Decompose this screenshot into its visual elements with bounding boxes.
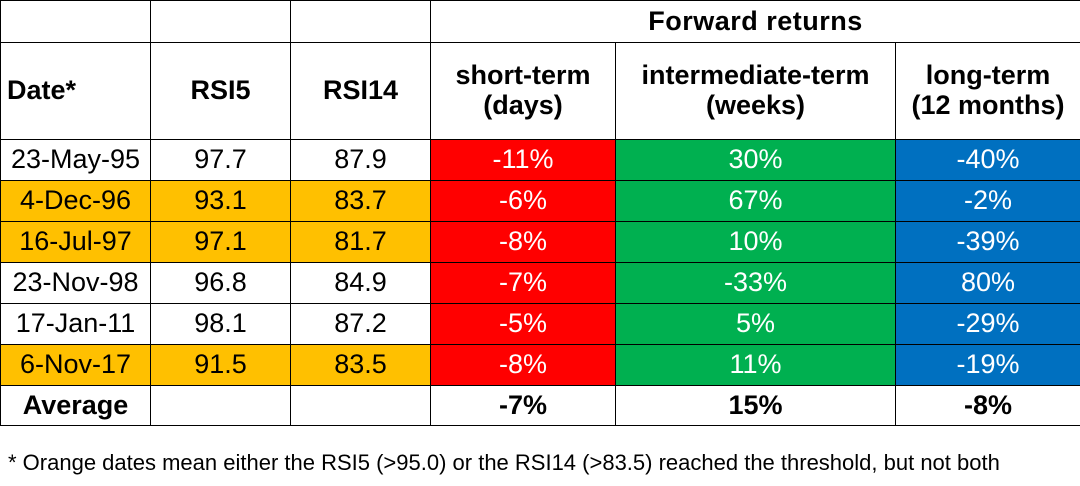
footnote: * Orange dates mean either the RSI5 (>95… xyxy=(8,450,1000,475)
average-row: Average -7% 15% -8% xyxy=(0,385,1080,426)
short-term-cell: -6% xyxy=(430,180,616,222)
long-term-header-line2: (12 months) xyxy=(911,90,1065,120)
intermediate-term-header-line2: (weeks) xyxy=(705,90,806,120)
short-term-header: short-term (days) xyxy=(430,42,616,140)
rsi14-cell: 83.5 xyxy=(290,344,431,386)
date-cell: 4-Dec-96 xyxy=(0,180,151,222)
rsi14-cell: 83.7 xyxy=(290,180,431,222)
short-term-cell: -8% xyxy=(430,221,616,263)
intermediate-term-cell: -33% xyxy=(615,262,896,304)
rsi14-cell: 87.9 xyxy=(290,139,431,181)
rsi14-cell: 81.7 xyxy=(290,221,431,263)
average-short-term: -7% xyxy=(430,385,616,426)
rsi14-header: RSI14 xyxy=(290,42,431,140)
date-cell: 17-Jan-11 xyxy=(0,303,151,345)
average-intermediate-term: 15% xyxy=(615,385,896,426)
rsi5-header: RSI5 xyxy=(150,42,291,140)
blank-cell xyxy=(290,385,431,426)
short-term-cell: -8% xyxy=(430,344,616,386)
column-header-row: Date* RSI5 RSI14 short-term (days) inter… xyxy=(0,42,1080,140)
long-term-cell: 80% xyxy=(894,262,1080,304)
blank-cell xyxy=(150,0,291,43)
average-long-term: -8% xyxy=(894,385,1080,426)
rsi5-cell: 93.1 xyxy=(150,180,291,222)
intermediate-term-header: intermediate-term (weeks) xyxy=(615,42,896,140)
long-term-cell: -19% xyxy=(894,344,1080,386)
forward-returns-table: Forward returns Date* RSI5 RSI14 short-t… xyxy=(0,0,1080,426)
short-term-header-line1: short-term xyxy=(455,60,591,91)
date-header: Date* xyxy=(0,42,151,140)
forward-returns-header: Forward returns xyxy=(429,0,1080,43)
date-cell: 6-Nov-17 xyxy=(0,344,151,386)
rsi14-cell: 87.2 xyxy=(290,303,431,345)
intermediate-term-header-line1: intermediate-term xyxy=(641,60,870,91)
short-term-cell: -7% xyxy=(430,262,616,304)
intermediate-term-cell: 5% xyxy=(615,303,896,345)
rsi14-cell: 84.9 xyxy=(290,262,431,304)
long-term-cell: -39% xyxy=(894,221,1080,263)
rsi5-cell: 91.5 xyxy=(150,344,291,386)
short-term-header-line2: (days) xyxy=(483,90,563,120)
intermediate-term-cell: 11% xyxy=(615,344,896,386)
table-row: 23-May-95 97.7 87.9 -11% 30% -40% xyxy=(0,139,1080,181)
date-cell: 23-Nov-98 xyxy=(0,262,151,304)
blank-cell xyxy=(150,385,291,426)
table-row: 6-Nov-17 91.5 83.5 -8% 11% -19% xyxy=(0,344,1080,386)
rsi5-cell: 96.8 xyxy=(150,262,291,304)
short-term-cell: -5% xyxy=(430,303,616,345)
long-term-header: long-term (12 months) xyxy=(894,42,1080,140)
table-row: 17-Jan-11 98.1 87.2 -5% 5% -29% xyxy=(0,303,1080,345)
intermediate-term-cell: 30% xyxy=(615,139,896,181)
long-term-header-line1: long-term xyxy=(925,60,1051,91)
date-cell: 16-Jul-97 xyxy=(0,221,151,263)
table-row: 16-Jul-97 97.1 81.7 -8% 10% -39% xyxy=(0,221,1080,263)
long-term-cell: -40% xyxy=(894,139,1080,181)
short-term-cell: -11% xyxy=(430,139,616,181)
blank-cell xyxy=(290,0,431,43)
long-term-cell: -29% xyxy=(894,303,1080,345)
rsi5-cell: 97.7 xyxy=(150,139,291,181)
table-row: 4-Dec-96 93.1 83.7 -6% 67% -2% xyxy=(0,180,1080,222)
long-term-cell: -2% xyxy=(894,180,1080,222)
table-row: 23-Nov-98 96.8 84.9 -7% -33% 80% xyxy=(0,262,1080,304)
group-header-row: Forward returns xyxy=(0,0,1080,43)
intermediate-term-cell: 10% xyxy=(615,221,896,263)
average-label: Average xyxy=(0,385,151,426)
rsi5-cell: 97.1 xyxy=(150,221,291,263)
intermediate-term-cell: 67% xyxy=(615,180,896,222)
rsi5-cell: 98.1 xyxy=(150,303,291,345)
blank-cell xyxy=(0,0,151,43)
date-cell: 23-May-95 xyxy=(0,139,151,181)
